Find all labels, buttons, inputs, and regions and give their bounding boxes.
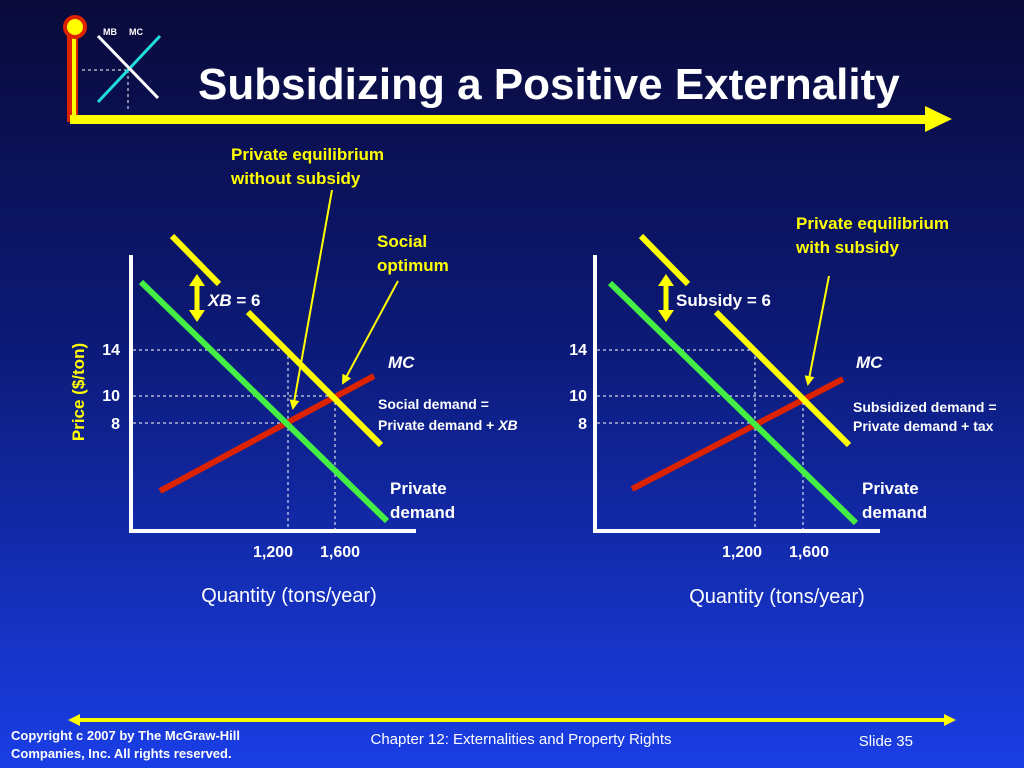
callout-private-eq-arrow [289,189,333,410]
header-decoration [63,15,952,132]
x-tick-1200: 1,200 [253,544,293,561]
logo-mb-line [96,34,160,100]
mc-label: MC [388,353,415,372]
corner-dot-icon [63,15,87,39]
mb-mc-logo: MB MC [82,27,162,110]
x-tick-1600: 1,600 [789,544,829,561]
private-demand-label-line1: Private [862,479,919,498]
social-demand-label-line2: Private demand + XB [378,417,518,433]
y-tick-10: 10 [569,388,587,405]
private-demand-line [607,280,859,526]
x-tick-1200: 1,200 [722,544,762,561]
y-tick-8: 8 [111,416,120,433]
left-yellow-bar [72,22,76,122]
copyright-line1: Copyright c 2007 by The McGraw-Hill [11,728,240,743]
subsidy-gap-arrow-icon [658,274,674,322]
y-axis-label: Price ($/ton) [69,343,88,441]
callout-optimum-line1: Social [377,232,427,251]
xb-gap-label: XB = 6 [207,291,260,310]
subsidized-demand-line-upper [638,233,691,287]
y-tick-14: 14 [102,342,120,359]
callout-optimum-line2: optimum [377,256,449,275]
subsidized-demand-line [713,309,852,448]
copyright-line2: Companies, Inc. All rights reserved. [11,746,232,761]
mc-line [158,373,376,494]
chart-right: 14 10 8 1,200 1,600 Quantity (tons/year)… [569,214,996,608]
callout-private-eq-line1: Private equilibrium [231,145,384,164]
callout-subsidy-eq-arrow [804,275,830,386]
mc-line [630,376,845,492]
callout-subsidy-eq-line2: with subsidy [795,238,900,257]
footer: Copyright c 2007 by The McGraw-Hill Comp… [11,714,956,761]
social-demand-line [245,309,384,448]
footer-arrow-right-icon [944,714,956,726]
subsidized-demand-label-line2: Private demand + tax [853,418,994,434]
logo-mc-label: MC [129,27,143,37]
header-arrow-icon [925,106,952,132]
subsidized-demand-label-line1: Subsidized demand = [853,399,997,415]
logo-mb-label: MB [103,27,117,37]
callout-optimum-arrow [342,280,399,385]
header-underline [70,115,930,124]
page-title: Subsidizing a Positive Externality [198,60,900,109]
footer-arrow-left-icon [68,714,80,726]
chapter-label: Chapter 12: Externalities and Property R… [371,731,672,748]
x-axis-label: Quantity (tons/year) [201,585,377,607]
callout-subsidy-eq-line1: Private equilibrium [796,214,949,233]
callout-private-eq-line2: without subsidy [230,169,361,188]
y-tick-8: 8 [578,416,587,433]
private-demand-line [138,279,390,524]
private-demand-label-line2: demand [862,503,927,522]
xb-gap-arrow-icon [189,274,205,322]
x-tick-1600: 1,600 [320,544,360,561]
social-demand-line-upper [169,233,222,287]
x-axis-label: Quantity (tons/year) [689,586,865,608]
private-demand-label-line1: Private [390,479,447,498]
y-tick-14: 14 [569,342,587,359]
subsidy-gap-label: Subsidy = 6 [676,291,771,310]
chart-left: Price ($/ton) 14 10 8 1,200 1,600 Quanti… [69,145,518,607]
social-demand-label-line1: Social demand = [378,396,489,412]
y-tick-10: 10 [102,388,120,405]
slide-number: Slide 35 [859,733,913,750]
private-demand-label-line2: demand [390,503,455,522]
mc-label: MC [856,353,883,372]
